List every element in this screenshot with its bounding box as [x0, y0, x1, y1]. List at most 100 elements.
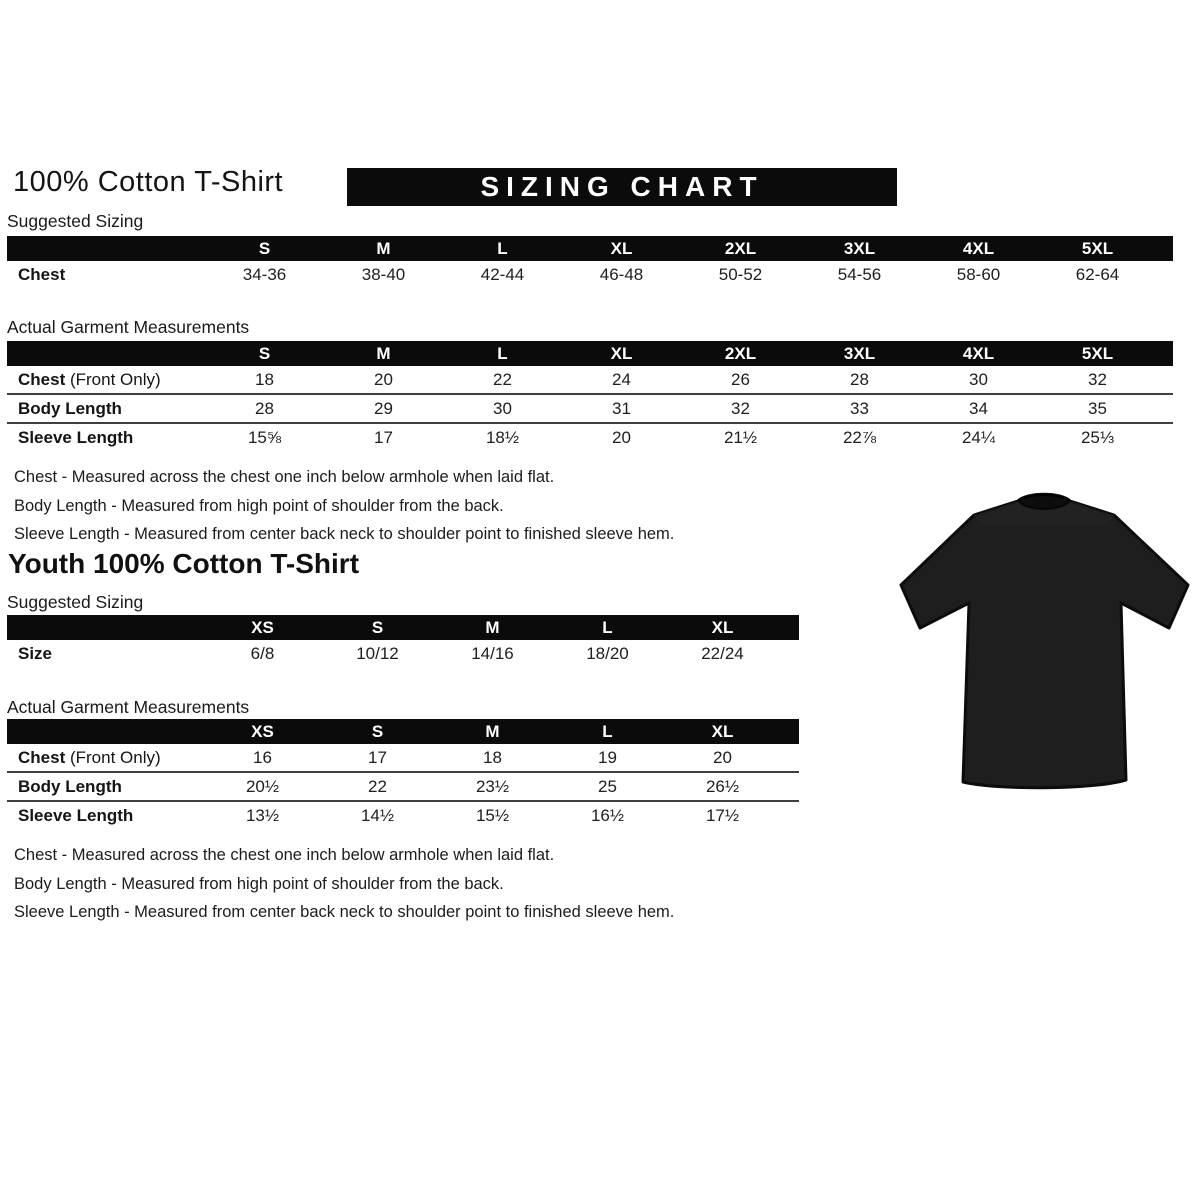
adult-garment-table: S M L XL 2XL 3XL 4XL 5XL Chest (Front On…: [7, 341, 1173, 451]
table-cell: 18½: [485, 427, 520, 447]
youth-garment-table: XS S M L XL Chest (Front Only) 16 17 18 …: [7, 719, 799, 829]
table-cell: 20: [374, 369, 393, 389]
black-tshirt-image: [899, 492, 1190, 790]
table-cell: 26½: [705, 776, 740, 796]
size-header: XL: [711, 617, 734, 637]
adult-suggested-heading: Suggested Sizing: [7, 211, 144, 231]
size-header: S: [258, 238, 271, 258]
size-header: 4XL: [962, 343, 995, 363]
table-cell: 24: [612, 369, 631, 389]
table-cell: 62-64: [1075, 264, 1120, 284]
note-line: Body Length - Measured from high point o…: [14, 496, 504, 515]
note-line: Sleeve Length - Measured from center bac…: [14, 903, 675, 921]
table-cell: 32: [1088, 369, 1107, 389]
youth-body-length-row: Body Length 20½ 22 23½ 25 26½: [7, 771, 799, 800]
table-cell: 17: [368, 747, 387, 767]
table-cell: 25⅓: [1080, 427, 1115, 447]
size-header: L: [602, 721, 613, 741]
table-cell: 14/16: [471, 643, 514, 663]
youth-suggested-header-row: XS S M L XL: [7, 615, 799, 640]
size-header: 5XL: [1081, 343, 1114, 363]
row-label: Body Length: [18, 398, 122, 418]
size-header: XL: [711, 721, 734, 741]
table-cell: 25: [598, 776, 617, 796]
table-cell: 34: [969, 398, 988, 418]
table-cell: 13½: [245, 805, 280, 825]
sizing-chart-banner: SIZING CHART: [347, 168, 897, 206]
table-cell: 20½: [245, 776, 280, 796]
youth-suggested-table: XS S M L XL Size 6/8 10/12 14/16 18/20 2…: [7, 615, 799, 667]
table-cell: 46-48: [599, 264, 644, 284]
table-cell: 30: [969, 369, 988, 389]
size-header: L: [602, 617, 613, 637]
youth-size-row: Size 6/8 10/12 14/16 18/20 22/24: [7, 640, 799, 667]
adult-suggested-table: S M L XL 2XL 3XL 4XL 5XL Chest 34-36 38-…: [7, 236, 1173, 288]
table-cell: 28: [255, 398, 274, 418]
size-header: 5XL: [1081, 238, 1114, 258]
adult-garment-heading: Actual Garment Measurements: [7, 317, 250, 337]
table-cell: 58-60: [956, 264, 1001, 284]
note-line: Body Length - Measured from high point o…: [14, 874, 504, 893]
table-cell: 26: [731, 369, 750, 389]
table-cell: 22⅞: [842, 427, 877, 447]
note-line: Chest - Measured across the chest one in…: [14, 846, 555, 864]
table-cell: 29: [374, 398, 393, 418]
table-cell: 20: [713, 747, 732, 767]
size-header: 3XL: [843, 343, 876, 363]
table-cell: 6/8: [250, 643, 275, 663]
size-header: M: [485, 721, 500, 741]
adult-body-length-row: Body Length 28 29 30 31 32 33 34 35: [7, 393, 1173, 422]
table-cell: 24¼: [961, 427, 996, 447]
row-label: Sleeve Length: [18, 427, 134, 447]
table-cell: 50-52: [718, 264, 763, 284]
table-cell: 18/20: [586, 643, 629, 663]
table-cell: 18: [255, 369, 274, 389]
table-cell: 15⅝: [247, 427, 282, 447]
size-header: M: [376, 343, 391, 363]
table-cell: 15½: [475, 805, 510, 825]
row-label: Sleeve Length: [18, 805, 134, 825]
table-cell: 19: [598, 747, 617, 767]
table-cell: 32: [731, 398, 750, 418]
youth-sleeve-length-row: Sleeve Length 13½ 14½ 15½ 16½ 17½: [7, 800, 799, 829]
table-cell: 22: [493, 369, 512, 389]
row-label: Size: [18, 643, 53, 663]
adult-chest-range-row: Chest 34-36 38-40 42-44 46-48 50-52 54-5…: [7, 261, 1173, 288]
table-cell: 18: [483, 747, 502, 767]
note-line: Chest - Measured across the chest one in…: [14, 468, 555, 486]
table-cell: 42-44: [480, 264, 525, 284]
table-cell: 20: [612, 427, 631, 447]
note-line: Sleeve Length - Measured from center bac…: [14, 525, 675, 543]
table-cell: 35: [1088, 398, 1107, 418]
size-header: M: [485, 617, 500, 637]
table-cell: 22/24: [701, 643, 744, 663]
table-cell: 17: [374, 427, 393, 447]
youth-suggested-heading: Suggested Sizing: [7, 592, 144, 612]
table-cell: 17½: [705, 805, 740, 825]
youth-garment-heading: Actual Garment Measurements: [7, 697, 250, 717]
size-header: L: [497, 343, 508, 363]
size-header: XL: [610, 238, 633, 258]
size-header: 2XL: [724, 238, 757, 258]
table-cell: 38-40: [361, 264, 406, 284]
banner-label: SIZING CHART: [480, 171, 764, 202]
table-cell: 30: [493, 398, 512, 418]
row-label: Chest (Front Only): [18, 747, 161, 767]
adult-measurement-notes: Chest - Measured across the chest one in…: [14, 463, 674, 549]
size-header: M: [376, 238, 391, 258]
table-cell: 14½: [360, 805, 395, 825]
size-header: L: [497, 238, 508, 258]
table-cell: 22: [368, 776, 387, 796]
tshirt-shoulder-shade: [974, 501, 1114, 525]
adult-garment-header-row: S M L XL 2XL 3XL 4XL 5XL: [7, 341, 1173, 366]
table-cell: 28: [850, 369, 869, 389]
table-cell: 21½: [723, 427, 758, 447]
youth-garment-header-row: XS S M L XL: [7, 719, 799, 744]
youth-chest-row: Chest (Front Only) 16 17 18 19 20: [7, 744, 799, 771]
size-header: S: [258, 343, 271, 363]
row-label: Chest: [18, 264, 66, 284]
size-header: S: [371, 721, 384, 741]
size-header: S: [371, 617, 384, 637]
table-cell: 23½: [475, 776, 510, 796]
